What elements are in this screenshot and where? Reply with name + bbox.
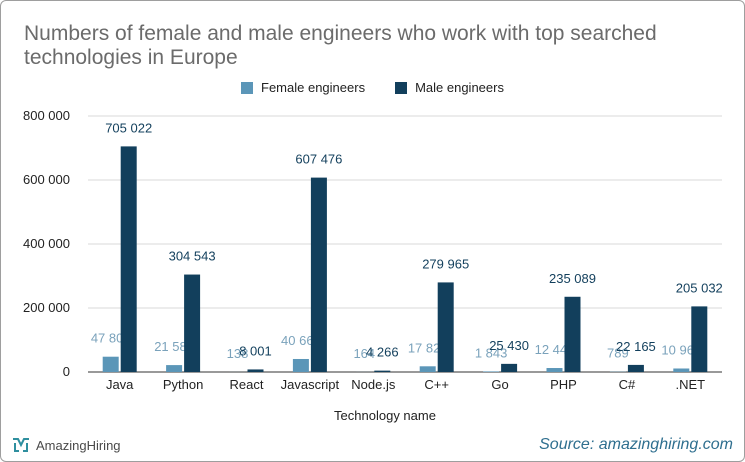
data-label-male: 705 022	[105, 120, 152, 135]
y-tick-label: 0	[63, 364, 70, 379]
x-tick-label: Go	[491, 377, 508, 392]
bar-male	[691, 306, 708, 372]
y-tick-label: 600 000	[23, 172, 70, 187]
y-tick-label: 400 000	[23, 236, 70, 251]
brand-logo-text: AmazingHiring	[36, 437, 121, 453]
bar-male	[310, 177, 327, 372]
data-label-male: 304 543	[169, 249, 216, 264]
legend-swatch-male	[395, 81, 408, 94]
data-label-female: 40 666	[281, 333, 321, 348]
legend-item-female: Female engineers	[241, 80, 365, 95]
data-label-female: 12 447	[535, 342, 575, 357]
data-label-female: 10 969	[661, 342, 701, 357]
x-tick-label: Node.js	[351, 377, 396, 392]
x-tick-label: PHP	[550, 377, 577, 392]
amazinghiring-logo-icon	[13, 438, 29, 452]
bar-male	[120, 146, 137, 372]
data-label-male: 22 165	[616, 339, 656, 354]
bar-male	[564, 296, 581, 372]
bar-male	[627, 364, 644, 372]
data-label-female: 789	[607, 346, 629, 361]
data-label-female: 164	[353, 346, 375, 361]
legend-swatch-female	[241, 81, 254, 94]
legend-item-male: Male engineers	[395, 80, 504, 95]
legend-label-male: Male engineers	[415, 80, 504, 95]
data-label-male: 4 266	[366, 345, 399, 360]
bar-male	[247, 369, 264, 372]
x-axis-title: Technology name	[334, 408, 436, 423]
bar-male	[374, 370, 391, 372]
legend-label-female: Female engineers	[261, 80, 366, 95]
bar-female	[673, 368, 690, 372]
x-tick-label: Javascript	[281, 377, 340, 392]
chart-title: Numbers of female and male engineers who…	[24, 22, 657, 69]
data-label-male: 8 001	[239, 343, 272, 358]
data-label-female: 138	[227, 346, 249, 361]
y-tick-label: 200 000	[23, 300, 70, 315]
legend: Female engineers Male engineers	[0, 80, 745, 95]
bar-female	[166, 365, 183, 372]
data-label-male: 205 032	[676, 280, 723, 295]
data-label-male: 25 430	[489, 338, 529, 353]
data-label-female: 17 824	[408, 340, 448, 355]
x-tick-label: .NET	[675, 377, 705, 392]
bar-female	[102, 356, 119, 372]
data-label-male: 607 476	[295, 152, 342, 167]
data-label-male: 279 965	[422, 256, 469, 271]
x-tick-label: C#	[619, 377, 636, 392]
x-tick-label: React	[230, 377, 264, 392]
source-credit: Source: amazinghiring.com	[539, 436, 733, 453]
y-tick-label: 800 000	[23, 108, 70, 123]
x-tick-label: Python	[163, 377, 203, 392]
bar-male	[501, 363, 518, 372]
data-label-female: 1 843	[475, 345, 508, 360]
x-tick-label: Java	[106, 377, 134, 392]
brand-logo: AmazingHiring	[12, 437, 121, 453]
bar-male	[437, 282, 454, 372]
data-label-female: 21 580	[154, 339, 194, 354]
bar-male	[184, 274, 201, 372]
bar-female	[483, 371, 500, 372]
bar-female	[292, 358, 309, 372]
bar-female	[546, 368, 563, 372]
data-label-male: 235 089	[549, 271, 596, 286]
x-tick-label: C++	[424, 377, 449, 392]
data-label-female: 47 808	[91, 331, 131, 346]
bar-female	[419, 366, 436, 372]
